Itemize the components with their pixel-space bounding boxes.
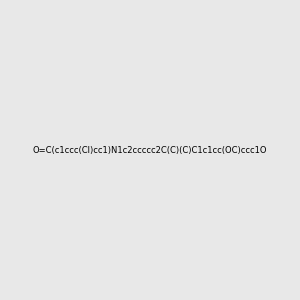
Text: O=C(c1ccc(Cl)cc1)N1c2ccccc2C(C)(C)C1c1cc(OC)ccc1O: O=C(c1ccc(Cl)cc1)N1c2ccccc2C(C)(C)C1c1cc…: [33, 146, 267, 154]
